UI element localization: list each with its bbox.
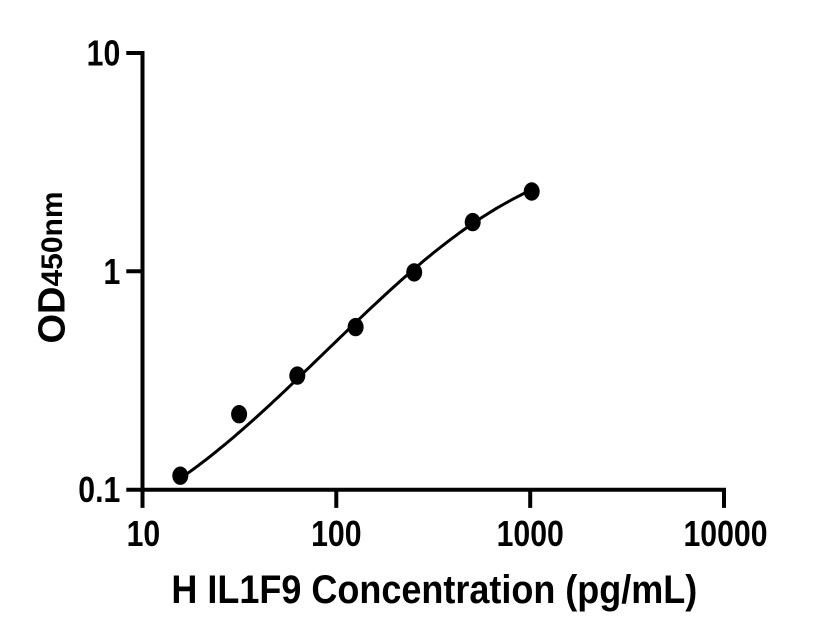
svg-text:OD450nm: OD450nm <box>32 191 74 343</box>
svg-text:10000: 10000 <box>683 515 767 555</box>
svg-text:0.1: 0.1 <box>78 471 120 511</box>
svg-text:10: 10 <box>87 34 121 74</box>
svg-text:100: 100 <box>311 515 361 555</box>
svg-text:1000: 1000 <box>497 515 564 555</box>
svg-text:1: 1 <box>103 252 120 292</box>
svg-text:H IL1F9 Concentration (pg/mL): H IL1F9 Concentration (pg/mL) <box>171 568 697 612</box>
svg-text:10: 10 <box>127 515 161 555</box>
